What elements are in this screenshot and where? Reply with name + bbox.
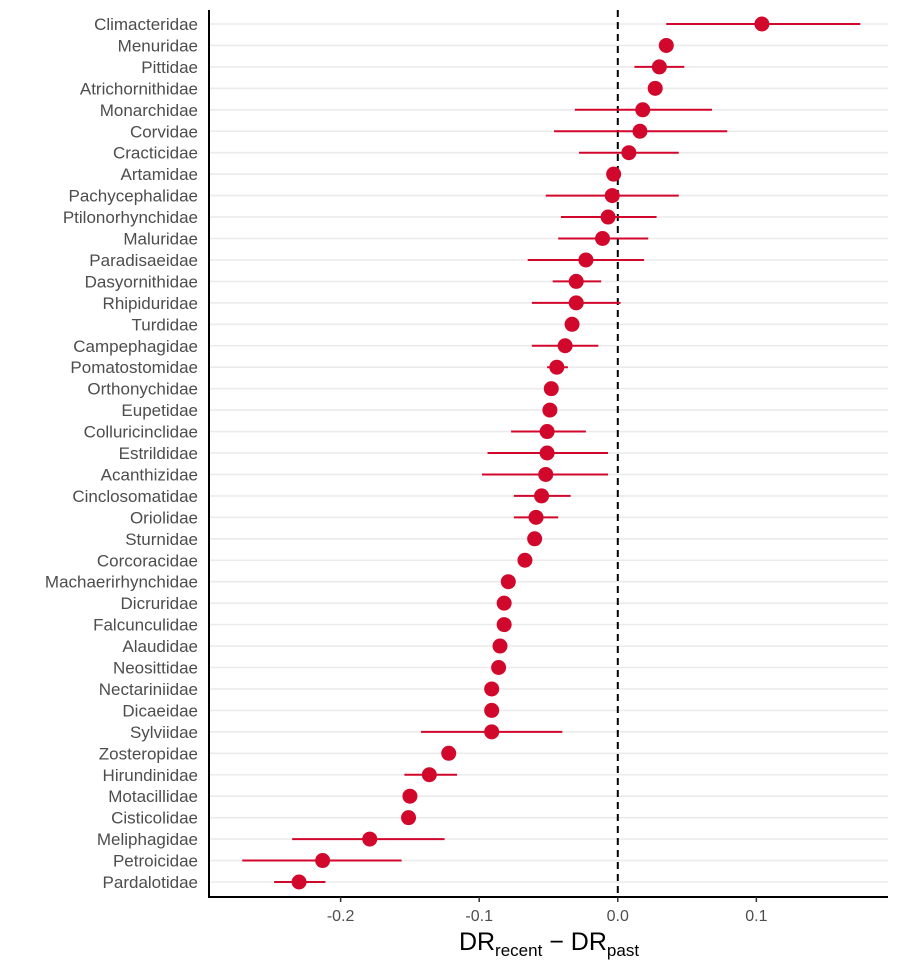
point-maluridae (595, 231, 611, 246)
point-motacillidae (402, 788, 418, 804)
category-label-oriolidae: Oriolidae (130, 508, 198, 527)
category-label-alaudidae: Alaudidae (122, 637, 198, 656)
category-label-meliphagidae: Meliphagidae (97, 830, 198, 849)
axes (208, 10, 888, 898)
category-label-eupetidae: Eupetidae (121, 401, 198, 420)
category-label-artamidae: Artamidae (121, 165, 198, 184)
category-label-pardalotidae: Pardalotidae (103, 873, 198, 892)
point-hirundinidae (421, 767, 437, 783)
point-pittidae (651, 59, 667, 75)
category-label-monarchidae: Monarchidae (100, 101, 198, 120)
point-menuridae (658, 37, 674, 53)
point-acanthizidae (538, 466, 554, 482)
category-label-pachycephalidae: Pachycephalidae (69, 187, 198, 206)
point-rhipiduridae (568, 295, 584, 311)
x-tick-label-0: -0.2 (327, 908, 355, 925)
point-monarchidae (635, 102, 651, 118)
category-label-climacteridae: Climacteridae (94, 15, 198, 34)
category-label-cisticolidae: Cisticolidae (111, 809, 198, 828)
category-label-sylviidae: Sylviidae (130, 723, 198, 742)
point-campephagidae (557, 338, 573, 354)
category-label-paradisaeidae: Paradisaeidae (89, 251, 198, 270)
point-dasyornithidae (568, 273, 584, 289)
point-eupetidae (542, 402, 558, 418)
point-orthonychidae (543, 381, 559, 397)
point-cinclosomatidae (534, 488, 550, 504)
point-corvidae (632, 123, 648, 139)
category-labels: Climacteridae Menuridae Pittidae Atrichorni… (45, 15, 198, 892)
category-label-cracticidae: Cracticidae (113, 144, 198, 163)
category-label-menuridae: Menuridae (118, 36, 198, 55)
point-pomatostomidae (549, 359, 565, 375)
category-label-dasyornithidae: Dasyornithidae (85, 272, 198, 291)
category-label-motacillidae: Motacillidae (108, 787, 198, 806)
x-tick-label-2: 0.0 (607, 908, 629, 925)
point-estrildidae (539, 445, 555, 461)
category-label-dicruridae: Dicruridae (121, 594, 198, 613)
point-ptilonorhynchidae (600, 209, 616, 225)
category-label-corcoracidae: Corcoracidae (97, 551, 198, 570)
point-cisticolidae (401, 810, 417, 826)
x-tick-labels: -0.2 -0.1 0.0 0.1 (327, 897, 768, 925)
category-label-neosittidae: Neosittidae (113, 659, 198, 678)
points (291, 16, 770, 890)
category-label-maluridae: Maluridae (123, 230, 198, 249)
point-oriolidae (528, 509, 544, 525)
category-label-rhipiduridae: Rhipiduridae (103, 294, 198, 313)
point-zosteropidae (441, 745, 457, 761)
point-cracticidae (621, 145, 637, 161)
point-meliphagidae (362, 831, 378, 847)
category-label-petroicidae: Petroicidae (113, 852, 198, 871)
point-dicruridae (496, 595, 512, 611)
category-label-pomatostomidae: Pomatostomidae (70, 358, 198, 377)
category-label-atrichornithidae: Atrichornithidae (80, 79, 198, 98)
point-alaudidae (492, 638, 508, 654)
category-label-turdidae: Turdidae (132, 315, 198, 334)
point-sylviidae (484, 724, 500, 740)
point-nectariniidae (484, 681, 500, 697)
category-label-falcunculidae: Falcunculidae (93, 616, 198, 635)
category-label-corvidae: Corvidae (130, 122, 198, 141)
point-atrichornithidae (647, 80, 663, 96)
category-label-dicaeidae: Dicaeidae (122, 701, 198, 720)
point-corcoracidae (517, 552, 533, 568)
category-label-acanthizidae: Acanthizidae (101, 465, 198, 484)
point-neosittidae (491, 660, 507, 675)
category-label-pittidae: Pittidae (141, 58, 198, 77)
point-paradisaeidae (578, 252, 594, 268)
point-dicaeidae (484, 702, 500, 718)
point-turdidae (564, 316, 580, 332)
category-label-estrildidae: Estrildidae (119, 444, 198, 463)
category-label-hirundinidae: Hirundinidae (103, 766, 198, 785)
category-label-nectariniidae: Nectariniidae (99, 680, 198, 699)
category-label-colluricinclidae: Colluricinclidae (84, 423, 198, 442)
point-artamidae (606, 166, 622, 182)
point-falcunculidae (496, 617, 512, 633)
point-sturnidae (527, 531, 543, 547)
category-label-ptilonorhynchidae: Ptilonorhynchidae (63, 208, 198, 227)
point-pardalotidae (291, 874, 307, 890)
x-tick-label-3: 0.1 (745, 908, 767, 925)
point-machaerirhynchidae (500, 574, 516, 590)
category-label-sturnidae: Sturnidae (125, 530, 198, 549)
point-pachycephalidae (604, 188, 620, 204)
point-climacteridae (754, 16, 770, 32)
point-colluricinclidae (539, 424, 555, 440)
category-label-campephagidae: Campephagidae (73, 337, 198, 356)
category-label-machaerirhynchidae: Machaerirhynchidae (45, 573, 198, 592)
x-tick-label-1: -0.1 (465, 908, 493, 925)
point-petroicidae (315, 853, 331, 869)
category-label-zosteropidae: Zosteropidae (99, 744, 198, 763)
category-label-cinclosomatidae: Cinclosomatidae (72, 487, 198, 506)
category-label-orthonychidae: Orthonychidae (87, 380, 198, 399)
x-axis-title: DRrecent − DRpast (459, 928, 639, 960)
